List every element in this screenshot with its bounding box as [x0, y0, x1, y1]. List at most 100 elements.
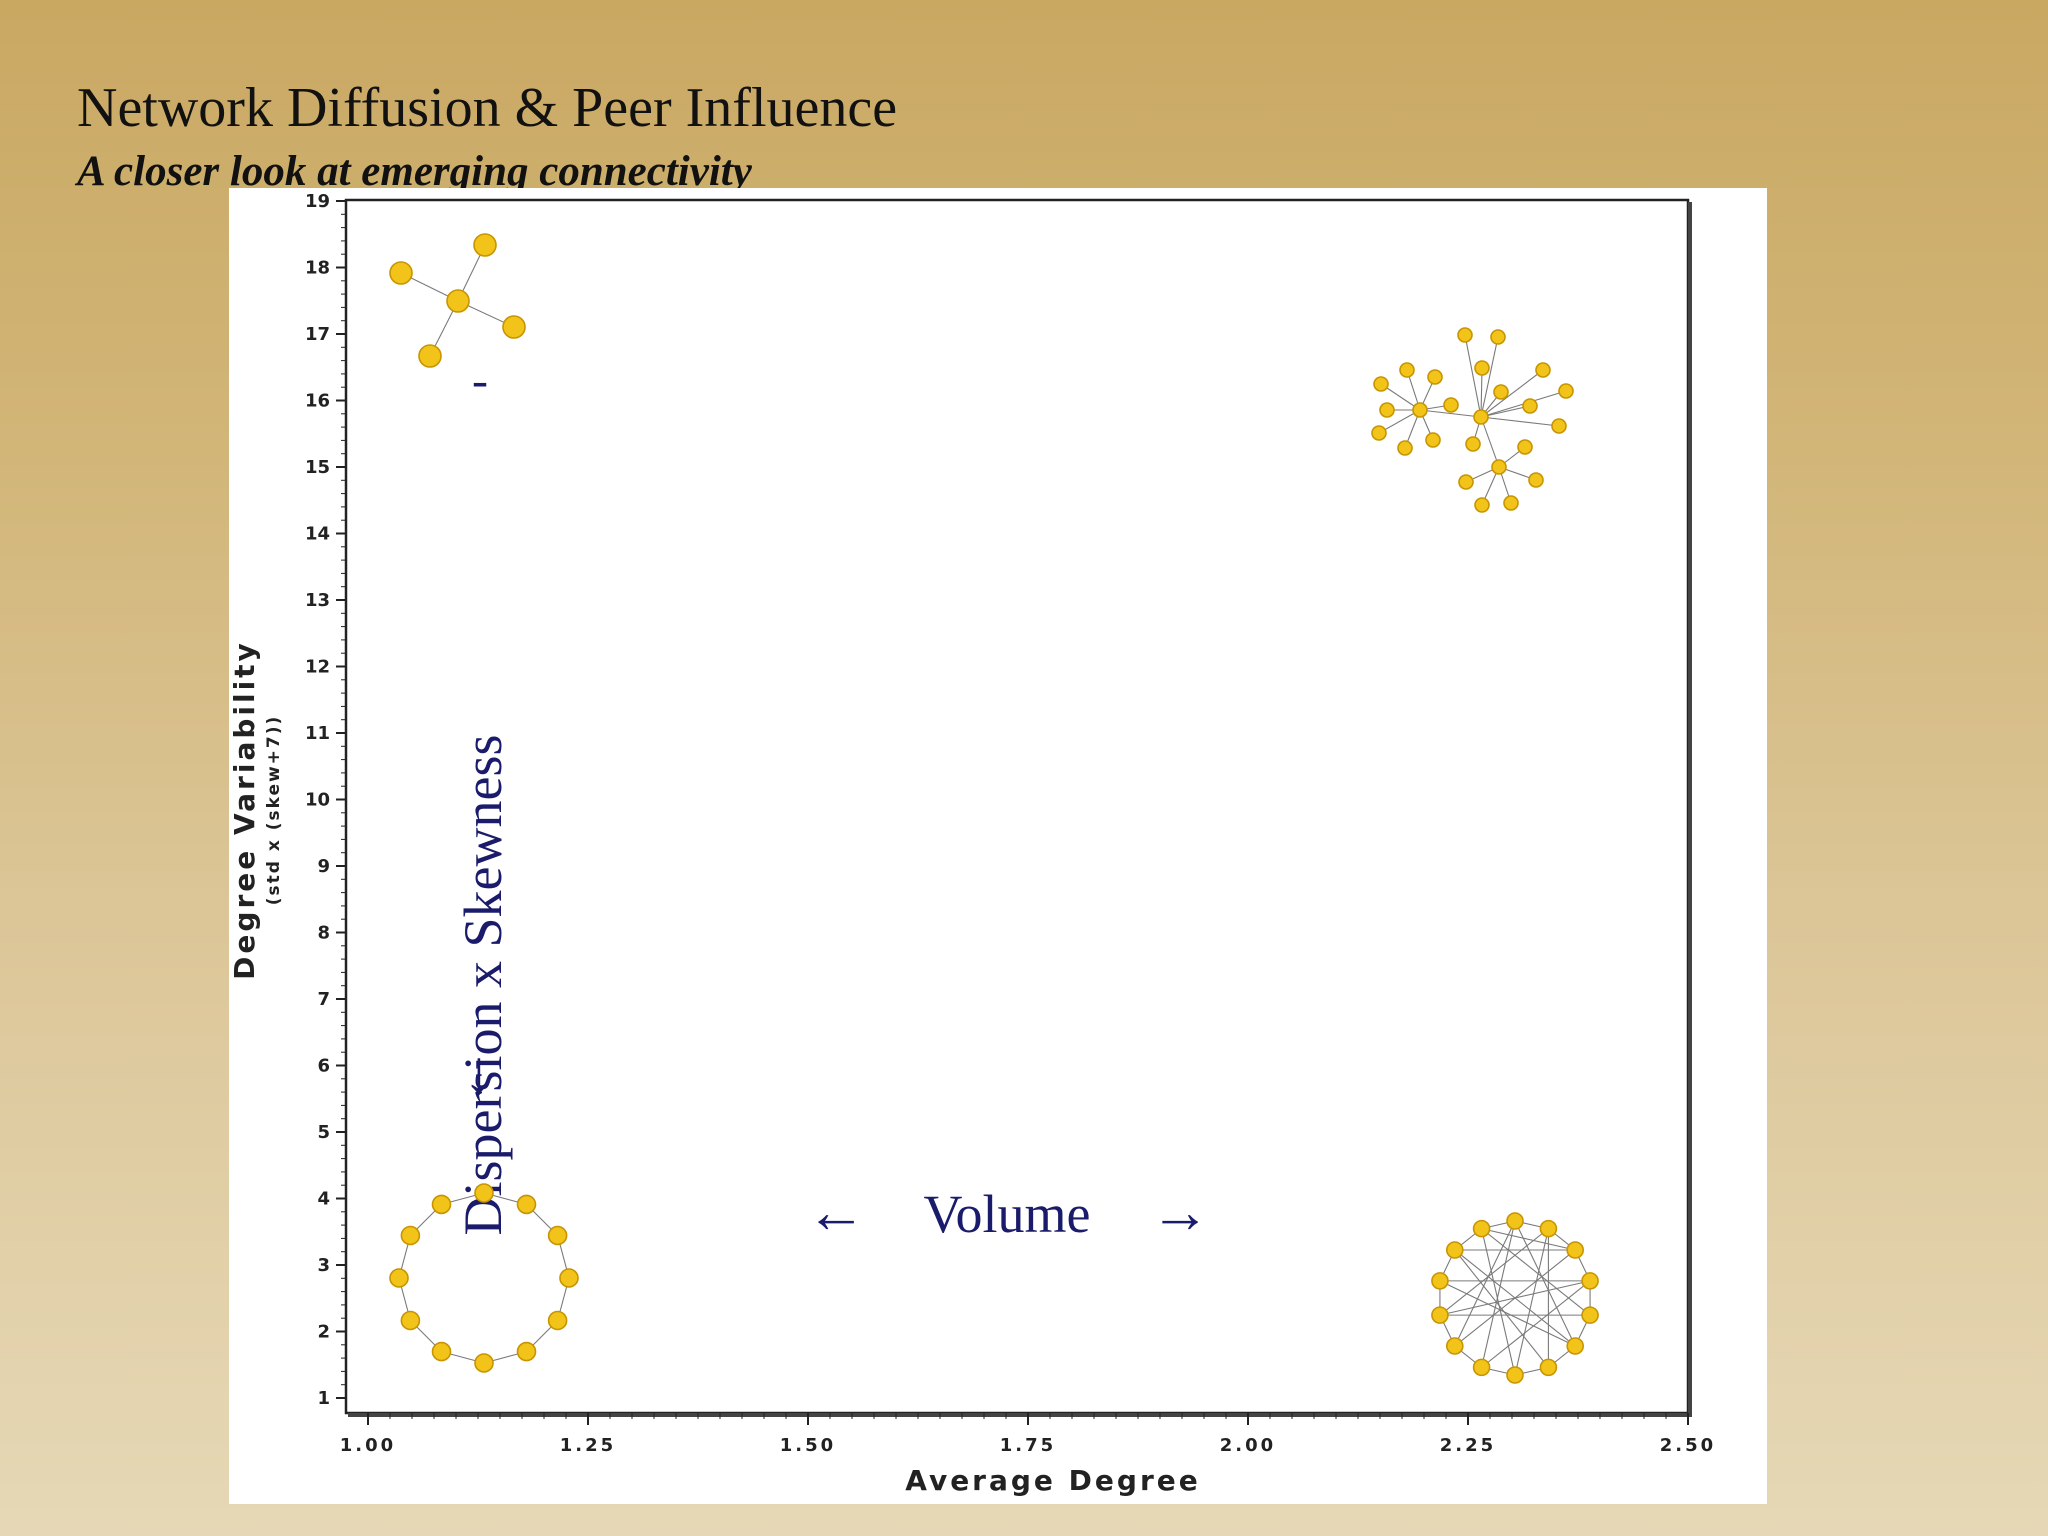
network-node — [1465, 436, 1481, 452]
network-edge — [1439, 1228, 1549, 1316]
y-tick-label: 4 — [317, 1189, 330, 1210]
network-node — [446, 289, 470, 313]
network-edge — [1480, 367, 1483, 418]
y-tick-label: 6 — [317, 1056, 330, 1077]
slide-subtitle: A closer look at emerging connectivity — [77, 148, 752, 195]
network-node — [1472, 1219, 1491, 1238]
network-node — [400, 1310, 421, 1331]
y-tick-label: 1 — [317, 1388, 330, 1409]
x-tick-label: 1.00 — [340, 1435, 396, 1456]
dash-mark: - — [472, 354, 488, 407]
y-axis-title: Degree Variability — [229, 640, 261, 980]
ring-network-icon — [389, 1183, 579, 1373]
network-node — [473, 233, 497, 257]
network-node — [1445, 1337, 1464, 1355]
network-node — [1539, 1358, 1558, 1377]
network-node — [1506, 1212, 1524, 1230]
network-node — [1457, 327, 1473, 343]
network-node — [1566, 1337, 1585, 1355]
network-node — [431, 1341, 452, 1362]
network-edge — [1481, 1228, 1591, 1316]
network-edge — [1380, 383, 1421, 411]
x-tick-label: 1.50 — [780, 1435, 836, 1456]
arrow-right-icon: → — [1150, 1179, 1210, 1245]
network-node — [1535, 362, 1551, 378]
network-edge — [1454, 1220, 1516, 1347]
network-node — [1443, 397, 1459, 413]
y-tick-label: 8 — [317, 923, 330, 944]
dense-ring-network-icon — [1431, 1212, 1599, 1384]
network-edge — [1514, 1220, 1576, 1347]
network-node — [1517, 439, 1533, 455]
y-tick-label: 14 — [305, 524, 330, 545]
y-tick-label: 9 — [317, 856, 330, 877]
network-node — [1399, 362, 1415, 378]
dispersion-skewness-label: Dispersion x Skewness — [453, 735, 513, 1236]
y-tick-label: 2 — [317, 1322, 330, 1343]
network-edge — [1439, 1280, 1576, 1347]
network-node — [474, 1353, 494, 1373]
y-tick-label: 17 — [305, 324, 330, 345]
network-node — [1474, 497, 1490, 513]
network-node — [418, 344, 442, 368]
network-node — [502, 315, 526, 339]
network-edge — [1514, 1228, 1549, 1376]
plot-area-shadow-right — [1688, 202, 1692, 1417]
network-node — [547, 1310, 568, 1331]
y-tick-label: 19 — [305, 191, 330, 212]
network-edge — [1419, 409, 1482, 418]
y-tick-label: 18 — [305, 258, 330, 279]
chart-panel: 1 2 3 4 5 6 7 8 9 10 11 12 13 14 15 16 17 18 19 1.00 1.25 1.… — [229, 188, 1767, 1504]
network-edge — [1480, 369, 1544, 418]
arrow-down-icon: ↓ — [464, 1039, 495, 1107]
network-node — [1528, 472, 1544, 488]
network-node — [1371, 425, 1387, 441]
x-tick-label: 1.75 — [1000, 1435, 1056, 1456]
network-node — [547, 1225, 568, 1246]
arrow-left-icon: ← — [806, 1179, 866, 1245]
network-edge — [1481, 1220, 1516, 1368]
y-tick-label: 10 — [305, 790, 330, 811]
network-edge — [1480, 416, 1560, 427]
network-edge — [1481, 1228, 1576, 1251]
network-node — [1581, 1272, 1599, 1290]
y-tick-label: 5 — [317, 1122, 330, 1143]
network-node — [1412, 402, 1428, 418]
network-node — [1490, 329, 1506, 345]
x-tick-label: 1.25 — [560, 1435, 616, 1456]
y-tick-label: 16 — [305, 391, 330, 412]
network-edge — [1480, 416, 1500, 468]
network-node — [1431, 1272, 1449, 1290]
x-tick-label: 2.00 — [1220, 1435, 1276, 1456]
x-axis: 1.00 1.25 1.50 1.75 2.00 2.25 2.50 — [340, 1413, 1716, 1456]
network-node — [1397, 440, 1413, 456]
network-node — [1427, 369, 1443, 385]
y-tick-label: 12 — [305, 657, 330, 678]
network-node — [1551, 418, 1567, 434]
network-node — [400, 1225, 421, 1246]
network-node — [559, 1268, 579, 1288]
network-node — [1379, 402, 1395, 418]
y-tick-label: 11 — [305, 723, 330, 744]
network-node — [1581, 1306, 1599, 1324]
y-axis-subtitle: (std x (skew+7)) — [264, 715, 284, 906]
network-node — [1506, 1366, 1524, 1384]
star-network-icon — [389, 233, 526, 368]
network-node — [1566, 1241, 1585, 1259]
network-node — [1474, 360, 1490, 376]
network-node — [1493, 384, 1509, 400]
network-edge — [1480, 336, 1499, 418]
y-tick-label: 7 — [317, 989, 330, 1010]
network-node — [431, 1194, 452, 1215]
network-edge — [1464, 334, 1482, 418]
network-node — [474, 1183, 494, 1203]
network-node — [1539, 1219, 1558, 1238]
network-node — [389, 261, 413, 285]
network-node — [516, 1341, 537, 1362]
hub-network-icon — [1371, 327, 1574, 513]
network-edge — [1454, 1249, 1576, 1347]
x-tick-label: 2.25 — [1440, 1435, 1496, 1456]
network-node — [1503, 495, 1519, 511]
x-tick-label: 2.50 — [1660, 1435, 1716, 1456]
